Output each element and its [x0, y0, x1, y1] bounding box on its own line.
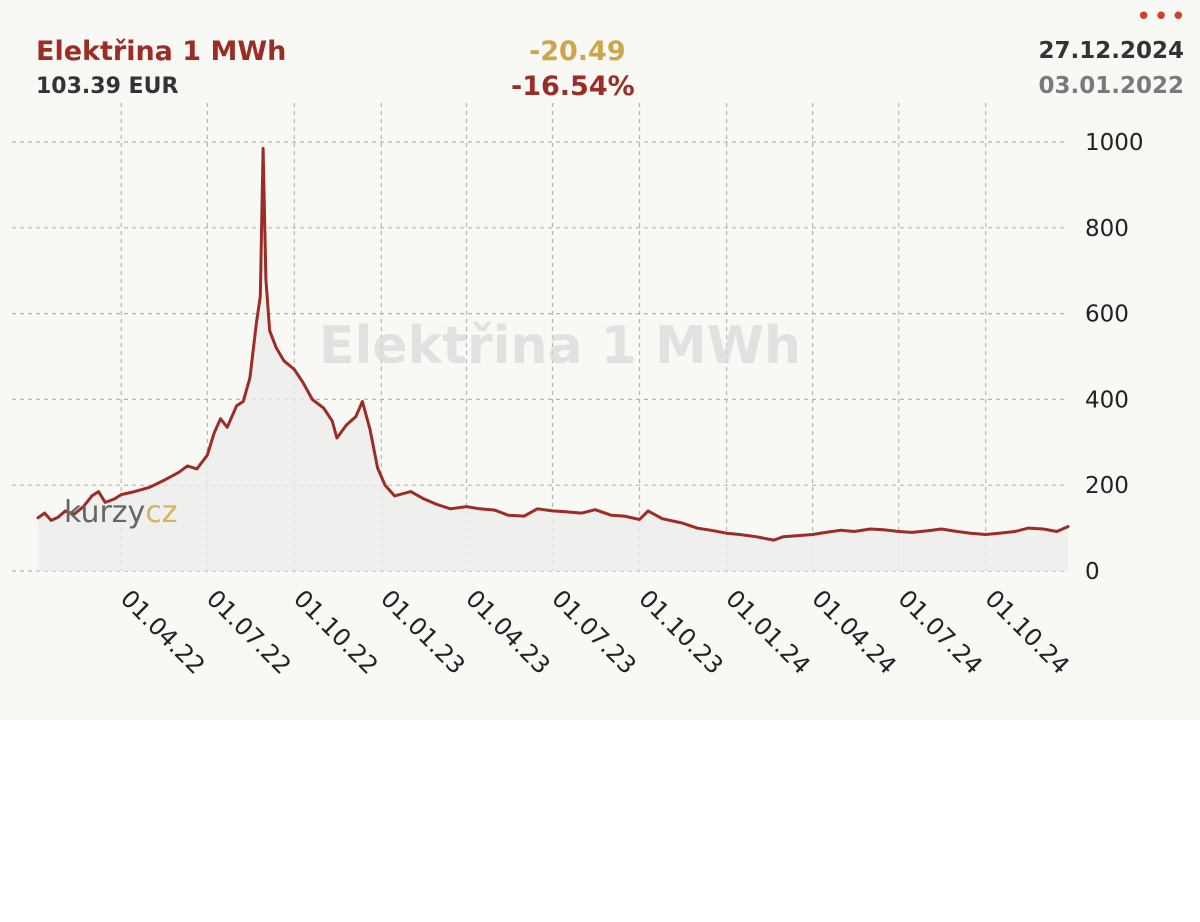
y-tick-label: 200 — [1085, 473, 1129, 499]
date-start: 03.01.2022 — [1038, 73, 1184, 99]
change-absolute: -20.49 — [529, 36, 626, 67]
x-tick-label: 01.04.24 — [806, 584, 901, 679]
watermark-logo-part1: kurzy — [64, 495, 145, 530]
x-tick-label: 01.10.23 — [633, 584, 728, 679]
change-percent: -16.54% — [511, 71, 635, 102]
x-tick-label: 01.01.24 — [720, 584, 815, 679]
y-tick-label: 600 — [1085, 302, 1129, 328]
x-tick-label: 01.07.24 — [892, 584, 987, 679]
y-tick-label: 400 — [1085, 387, 1129, 413]
more-dots-icon[interactable]: ••• — [1135, 2, 1188, 32]
chart-panel — [0, 0, 1200, 720]
x-tick-label: 01.04.22 — [115, 584, 210, 679]
current-price: 103.39 EUR — [36, 74, 179, 99]
grid-layer — [12, 103, 1068, 572]
price-chart: Elektřina 1 MWh kurzycz 0 200 400 600 800 100… — [12, 103, 1144, 680]
y-tick-label: 1000 — [1085, 130, 1144, 156]
x-tick-label: 01.04.23 — [460, 584, 555, 679]
x-tick-label: 01.07.22 — [201, 584, 296, 679]
y-tick-label: 800 — [1085, 216, 1129, 242]
date-end: 27.12.2024 — [1038, 38, 1184, 64]
x-axis-ticks: 01.04.2201.07.2201.10.2201.01.2301.04.23… — [115, 584, 1075, 679]
instrument-title: Elektřina 1 MWh — [36, 36, 287, 67]
watermark-logo: kurzycz — [64, 495, 178, 530]
x-tick-label: 01.07.23 — [546, 584, 641, 679]
series-layer — [36, 146, 1070, 571]
y-tick-label: 0 — [1085, 559, 1100, 585]
series-area — [38, 148, 1068, 571]
x-tick-label: 01.10.22 — [288, 584, 383, 679]
watermark-logo-part2: cz — [145, 495, 177, 530]
watermark-title: Elektřina 1 MWh — [319, 316, 801, 376]
x-tick-label: 01.10.24 — [979, 584, 1074, 679]
y-axis-ticks: 0 200 400 600 800 1000 — [1085, 130, 1144, 585]
series-line — [36, 146, 1070, 542]
x-tick-label: 01.01.23 — [375, 584, 470, 679]
